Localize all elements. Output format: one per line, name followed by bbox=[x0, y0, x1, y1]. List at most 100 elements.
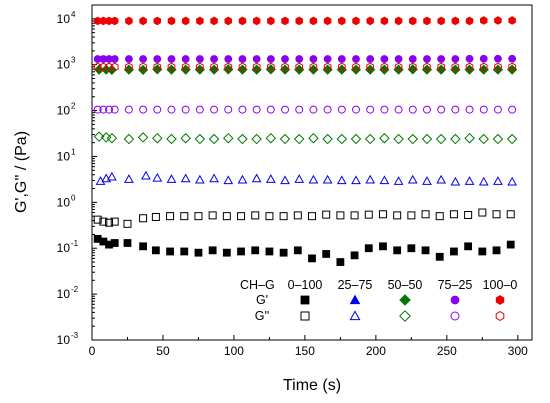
data-point bbox=[508, 16, 516, 25]
data-point bbox=[437, 105, 446, 114]
data-point bbox=[194, 133, 206, 145]
y-tick-label: 10 bbox=[57, 104, 71, 118]
series-circle-open bbox=[93, 105, 517, 114]
y-tick-label: 10 bbox=[57, 333, 71, 347]
data-point bbox=[238, 105, 247, 114]
data-point bbox=[393, 246, 402, 255]
y-tick-base: 10 bbox=[57, 241, 71, 255]
legend-marker-open bbox=[399, 310, 411, 322]
data-point bbox=[293, 246, 302, 255]
data-point bbox=[106, 132, 118, 144]
data-point bbox=[237, 247, 245, 256]
data-point bbox=[238, 55, 247, 63]
data-point bbox=[352, 55, 360, 63]
data-point bbox=[407, 133, 419, 145]
y-tick-exponent: 1 bbox=[71, 147, 76, 156]
data-point bbox=[166, 247, 174, 256]
y-tick-exponent: 2 bbox=[71, 102, 76, 111]
y-tick-label: 10 bbox=[57, 149, 71, 163]
data-point bbox=[110, 62, 119, 72]
data-point bbox=[308, 254, 316, 263]
data-point bbox=[110, 217, 119, 226]
data-point bbox=[435, 252, 444, 261]
data-point bbox=[196, 16, 204, 26]
data-point bbox=[465, 105, 474, 114]
y-tick-base: 10 bbox=[57, 104, 71, 118]
y-tick-base: 10 bbox=[57, 287, 71, 301]
data-point bbox=[209, 173, 219, 183]
data-point bbox=[506, 133, 518, 145]
y-tick-base: 10 bbox=[57, 12, 71, 26]
x-tick-label: 150 bbox=[295, 344, 315, 358]
legend-column-label: 25–75 bbox=[338, 278, 373, 292]
data-point bbox=[366, 62, 375, 72]
data-point bbox=[137, 132, 149, 143]
data-point bbox=[379, 175, 390, 185]
data-point bbox=[139, 105, 148, 114]
data-point bbox=[295, 62, 304, 72]
legend-marker-open bbox=[495, 311, 505, 321]
data-point bbox=[123, 219, 132, 228]
data-point bbox=[408, 55, 417, 63]
data-point bbox=[281, 105, 290, 114]
data-point bbox=[281, 16, 289, 26]
plot-frame bbox=[91, 4, 533, 341]
data-point bbox=[437, 16, 445, 26]
legend-header: CH–G bbox=[240, 278, 275, 292]
legend: CH–G 0–100 25–75 50–50 75–25 100–0 G' G'' bbox=[240, 278, 517, 323]
x-axis-ticks: 0 50 100 150 200 250 300 bbox=[89, 335, 528, 358]
data-point bbox=[281, 55, 289, 63]
data-point bbox=[210, 105, 219, 114]
series-hexagon-open bbox=[93, 62, 516, 72]
data-point bbox=[224, 16, 232, 26]
data-point bbox=[93, 215, 102, 224]
data-point bbox=[423, 16, 431, 26]
data-point bbox=[180, 247, 189, 256]
data-point bbox=[251, 246, 260, 255]
data-point bbox=[141, 170, 151, 180]
data-point bbox=[450, 247, 458, 256]
data-point bbox=[99, 105, 108, 114]
data-point bbox=[196, 62, 204, 72]
data-point bbox=[266, 55, 275, 63]
data-point bbox=[224, 105, 233, 114]
data-point bbox=[508, 62, 516, 72]
data-point bbox=[479, 54, 488, 63]
data-point bbox=[435, 133, 447, 145]
data-point bbox=[422, 176, 432, 185]
data-point bbox=[364, 210, 373, 219]
data-point bbox=[93, 105, 102, 114]
data-point bbox=[238, 62, 247, 72]
data-point bbox=[224, 62, 233, 72]
y-tick-label: 10 bbox=[57, 195, 71, 209]
legend-marker-filled bbox=[495, 295, 505, 305]
data-point bbox=[251, 211, 260, 220]
data-point bbox=[451, 105, 460, 114]
data-point bbox=[336, 211, 345, 220]
series-diamond-open bbox=[93, 131, 518, 145]
data-point bbox=[251, 133, 262, 145]
data-point bbox=[279, 133, 291, 145]
data-point bbox=[208, 211, 217, 220]
data-point bbox=[408, 62, 417, 72]
legend-marker-filled bbox=[300, 295, 310, 305]
data-point bbox=[337, 105, 346, 114]
data-point bbox=[479, 105, 488, 114]
data-point bbox=[267, 62, 275, 72]
data-point bbox=[464, 176, 475, 185]
data-point bbox=[295, 16, 303, 26]
data-point bbox=[105, 218, 114, 227]
data-point bbox=[407, 244, 416, 253]
data-point bbox=[309, 105, 318, 114]
data-point bbox=[451, 16, 460, 26]
data-point bbox=[139, 214, 148, 223]
data-point bbox=[350, 133, 362, 145]
data-point bbox=[180, 132, 191, 144]
data-point bbox=[423, 62, 431, 72]
data-point bbox=[352, 62, 360, 72]
data-point bbox=[125, 55, 133, 63]
data-point bbox=[152, 172, 163, 182]
data-point bbox=[223, 175, 234, 185]
data-point bbox=[194, 212, 203, 221]
data-point bbox=[409, 16, 417, 26]
